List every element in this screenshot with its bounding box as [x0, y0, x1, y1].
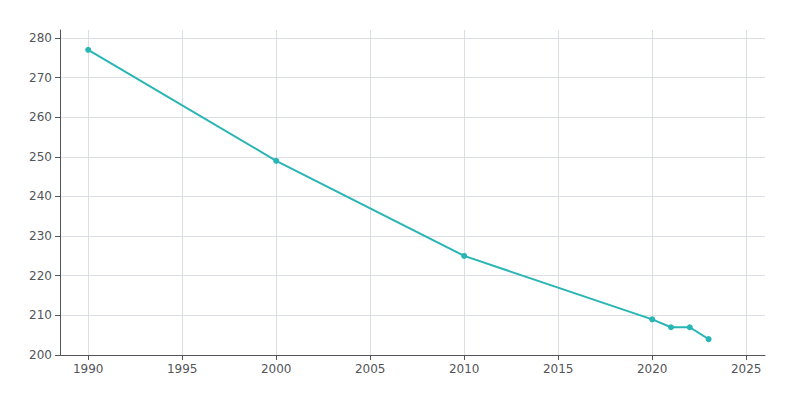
svg-text:2010: 2010 [449, 362, 480, 376]
svg-text:2015: 2015 [543, 362, 574, 376]
svg-text:260: 260 [29, 110, 52, 124]
svg-text:2005: 2005 [355, 362, 386, 376]
svg-text:220: 220 [29, 269, 52, 283]
svg-text:1995: 1995 [167, 362, 198, 376]
svg-text:250: 250 [29, 150, 52, 164]
svg-text:210: 210 [29, 308, 52, 322]
svg-text:2025: 2025 [731, 362, 762, 376]
svg-text:240: 240 [29, 189, 52, 203]
svg-text:230: 230 [29, 229, 52, 243]
svg-text:200: 200 [29, 348, 52, 362]
svg-text:2000: 2000 [261, 362, 292, 376]
svg-text:2020: 2020 [637, 362, 668, 376]
svg-text:1990: 1990 [73, 362, 104, 376]
svg-text:270: 270 [29, 71, 52, 85]
svg-text:280: 280 [29, 31, 52, 45]
